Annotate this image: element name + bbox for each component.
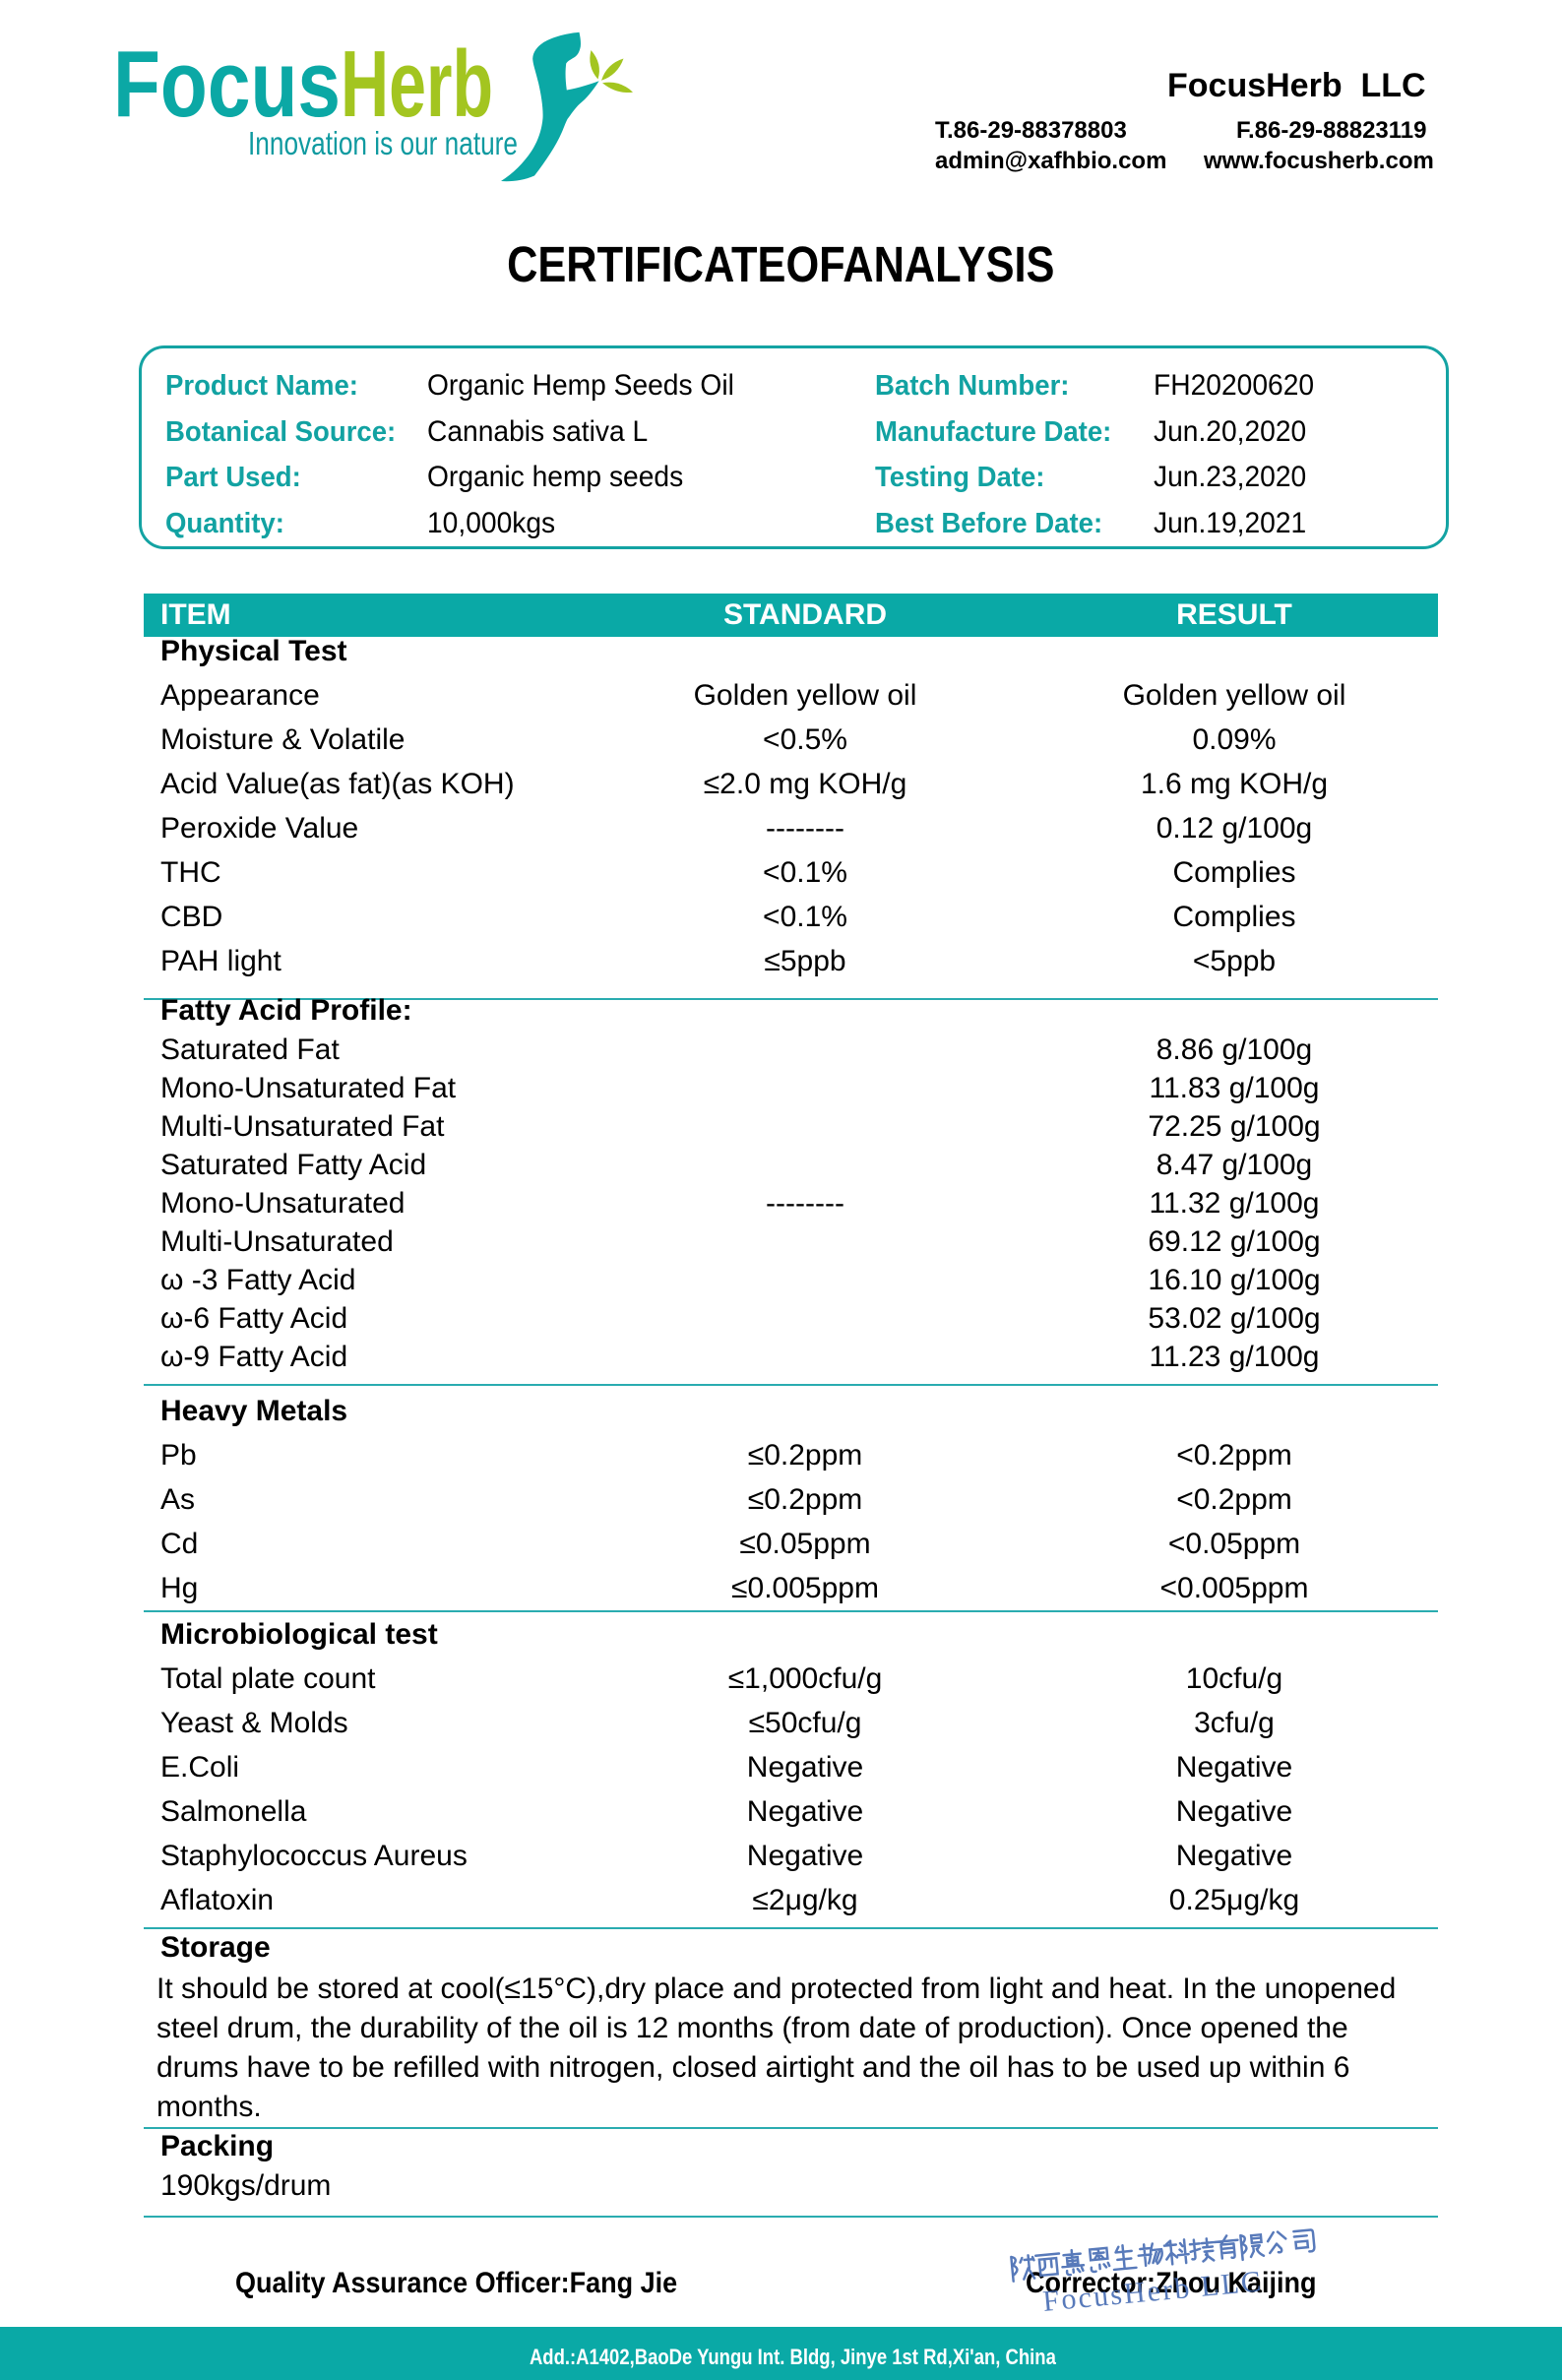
svg-text:Herb: Herb <box>341 31 493 137</box>
svg-text:FocusHerb LLC: FocusHerb LLC <box>1041 2265 1265 2318</box>
svg-text:Focus: Focus <box>113 31 341 137</box>
svg-text:Innovation is our nature: Innovation is our nature <box>248 125 518 161</box>
